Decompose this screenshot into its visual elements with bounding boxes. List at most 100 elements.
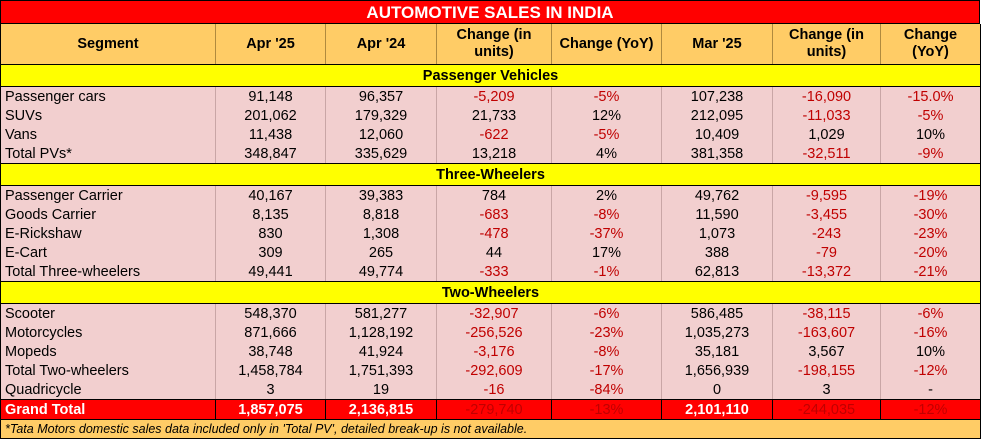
- table-cell: 201,062: [215, 106, 326, 125]
- table-cell: 11,590: [661, 205, 773, 224]
- table-cell: 40,167: [215, 185, 326, 205]
- table-cell: 21,733: [436, 106, 552, 125]
- table-cell: 1,308: [325, 224, 437, 243]
- table-cell: -292,609: [436, 361, 552, 380]
- table-row: Total PVs* 348,847 335,629 13,218 4% 381,358-…: [0, 144, 981, 164]
- table-cell: 62,813: [661, 262, 773, 282]
- table-row: Vans 11,438 12,060 -622 -5% 10,409 1,029 10%: [0, 125, 981, 144]
- table-row: E-Cart 309 265 44 17% 388 -79 -20%: [0, 243, 981, 262]
- table-cell: -19%: [880, 185, 981, 205]
- table-cell: -256,526: [436, 323, 552, 342]
- table-cell: 548,370: [215, 303, 326, 323]
- table-cell: 3: [215, 380, 326, 400]
- table-footer: Grand Total 1,857,075 2,136,815 -279,740…: [0, 399, 981, 439]
- table-cell: -5%: [551, 125, 662, 144]
- table-cell: 96,357: [325, 86, 437, 106]
- table-cell: 91,148: [215, 86, 326, 106]
- table-cell: -1%: [551, 262, 662, 282]
- table-cell: -333: [436, 262, 552, 282]
- table-row: Motorcycles 871,666 1,128,192 -256,526 -23% 1…: [0, 323, 981, 342]
- table-cell: -32,511: [772, 144, 881, 164]
- table-cell: 12,060: [325, 125, 437, 144]
- grand-total-cell: 2,136,815: [325, 399, 437, 420]
- table-cell: 35,181: [661, 342, 773, 361]
- col-header-change-units-mom: Change (in units): [772, 24, 881, 65]
- table-cell: -478: [436, 224, 552, 243]
- table-cell: 1,029: [772, 125, 881, 144]
- table-cell: 49,774: [325, 262, 437, 282]
- table-cell: -11,033: [772, 106, 881, 125]
- table-cell: -5%: [880, 106, 981, 125]
- table-cell: 871,666: [215, 323, 326, 342]
- table-cell: 830: [215, 224, 326, 243]
- col-header-mar-25: Mar '25: [661, 24, 773, 65]
- grand-total-cell: -279,740: [436, 399, 552, 420]
- table-cell: 13,218: [436, 144, 552, 164]
- table-cell: -79: [772, 243, 881, 262]
- table-row: Goods Carrier 8,135 8,818 -683 -8% 11,590 -3,4…: [0, 205, 981, 224]
- table-cell: 1,751,393: [325, 361, 437, 380]
- table-row: Total Three-wheelers 49,441 49,774 -333 -1% 6…: [0, 262, 981, 282]
- table-cell: -13,372: [772, 262, 881, 282]
- grand-total-cell: -244,035: [772, 399, 881, 420]
- table-row: Scooter 548,370 581,277 -32,907 -6% 586,485 -3…: [0, 303, 981, 323]
- table-body: Passenger Vehicles Passenger cars 91,148 96…: [0, 64, 981, 400]
- table-cell: -30%: [880, 205, 981, 224]
- table-cell: 0: [661, 380, 773, 400]
- table-cell: -6%: [880, 303, 981, 323]
- table-cell: -84%: [551, 380, 662, 400]
- table-row: SUVs 201,062 179,329 21,733 12% 212,095 -11,03…: [0, 106, 981, 125]
- section-title: Passenger Vehicles: [0, 64, 981, 87]
- segment-label: Scooter: [0, 303, 216, 323]
- segment-label: E-Cart: [0, 243, 216, 262]
- table-cell: 4%: [551, 144, 662, 164]
- table-cell: -12%: [880, 361, 981, 380]
- table-cell: -683: [436, 205, 552, 224]
- grand-total-cell: -12%: [880, 399, 981, 420]
- table-cell: -23%: [551, 323, 662, 342]
- table-header: Segment Apr '25 Apr '24 Change (in units…: [0, 24, 981, 65]
- table-cell: -16: [436, 380, 552, 400]
- table-cell: -3,176: [436, 342, 552, 361]
- table-cell: -16%: [880, 323, 981, 342]
- table-cell: -3,455: [772, 205, 881, 224]
- col-header-apr-24: Apr '24: [325, 24, 437, 65]
- table-cell: -9,595: [772, 185, 881, 205]
- table-cell: 265: [325, 243, 437, 262]
- table-cell: -15.0%: [880, 86, 981, 106]
- table-cell: 1,073: [661, 224, 773, 243]
- table-row: Quadricycle 3 19 -16 -84% 0 3-: [0, 380, 981, 400]
- table-cell: -5,209: [436, 86, 552, 106]
- segment-label: Total PVs*: [0, 144, 216, 164]
- table-cell: 49,762: [661, 185, 773, 205]
- section-header-row: Two-Wheelers: [0, 281, 981, 304]
- table-cell: -622: [436, 125, 552, 144]
- table-cell: 38,748: [215, 342, 326, 361]
- table-cell: 10%: [880, 125, 981, 144]
- section-header-row: Three-Wheelers: [0, 163, 981, 186]
- table-cell: -17%: [551, 361, 662, 380]
- section-title: Three-Wheelers: [0, 163, 981, 186]
- table-cell: -243: [772, 224, 881, 243]
- table-cell: -5%: [551, 86, 662, 106]
- table-cell: 8,135: [215, 205, 326, 224]
- grand-total-cell: 2,101,110: [661, 399, 773, 420]
- table-cell: 39,383: [325, 185, 437, 205]
- table-cell: 41,924: [325, 342, 437, 361]
- table-cell: 8,818: [325, 205, 437, 224]
- table-cell: 1,458,784: [215, 361, 326, 380]
- table-cell: -20%: [880, 243, 981, 262]
- segment-label: Goods Carrier: [0, 205, 216, 224]
- segment-label: Total Two-wheelers: [0, 361, 216, 380]
- table-cell: -8%: [551, 205, 662, 224]
- grand-total-row: Grand Total 1,857,075 2,136,815 -279,740…: [0, 399, 981, 420]
- segment-label: Mopeds: [0, 342, 216, 361]
- table-cell: -21%: [880, 262, 981, 282]
- table-cell: -9%: [880, 144, 981, 164]
- segment-label: Motorcycles: [0, 323, 216, 342]
- table-cell: -163,607: [772, 323, 881, 342]
- table-cell: 49,441: [215, 262, 326, 282]
- table-cell: 212,095: [661, 106, 773, 125]
- segment-label: E-Rickshaw: [0, 224, 216, 243]
- table-cell: 17%: [551, 243, 662, 262]
